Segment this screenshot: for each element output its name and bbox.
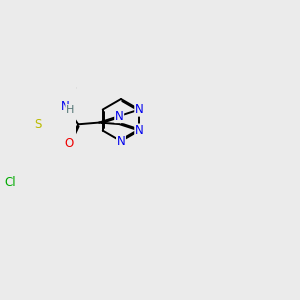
Text: Cl: Cl xyxy=(5,176,16,188)
Text: N: N xyxy=(117,135,125,148)
Text: N: N xyxy=(61,100,69,113)
Text: H: H xyxy=(66,105,74,115)
Text: O: O xyxy=(64,137,74,150)
Text: N: N xyxy=(135,124,144,137)
Text: S: S xyxy=(34,118,41,131)
Text: N: N xyxy=(115,110,124,122)
Text: N: N xyxy=(135,103,144,116)
